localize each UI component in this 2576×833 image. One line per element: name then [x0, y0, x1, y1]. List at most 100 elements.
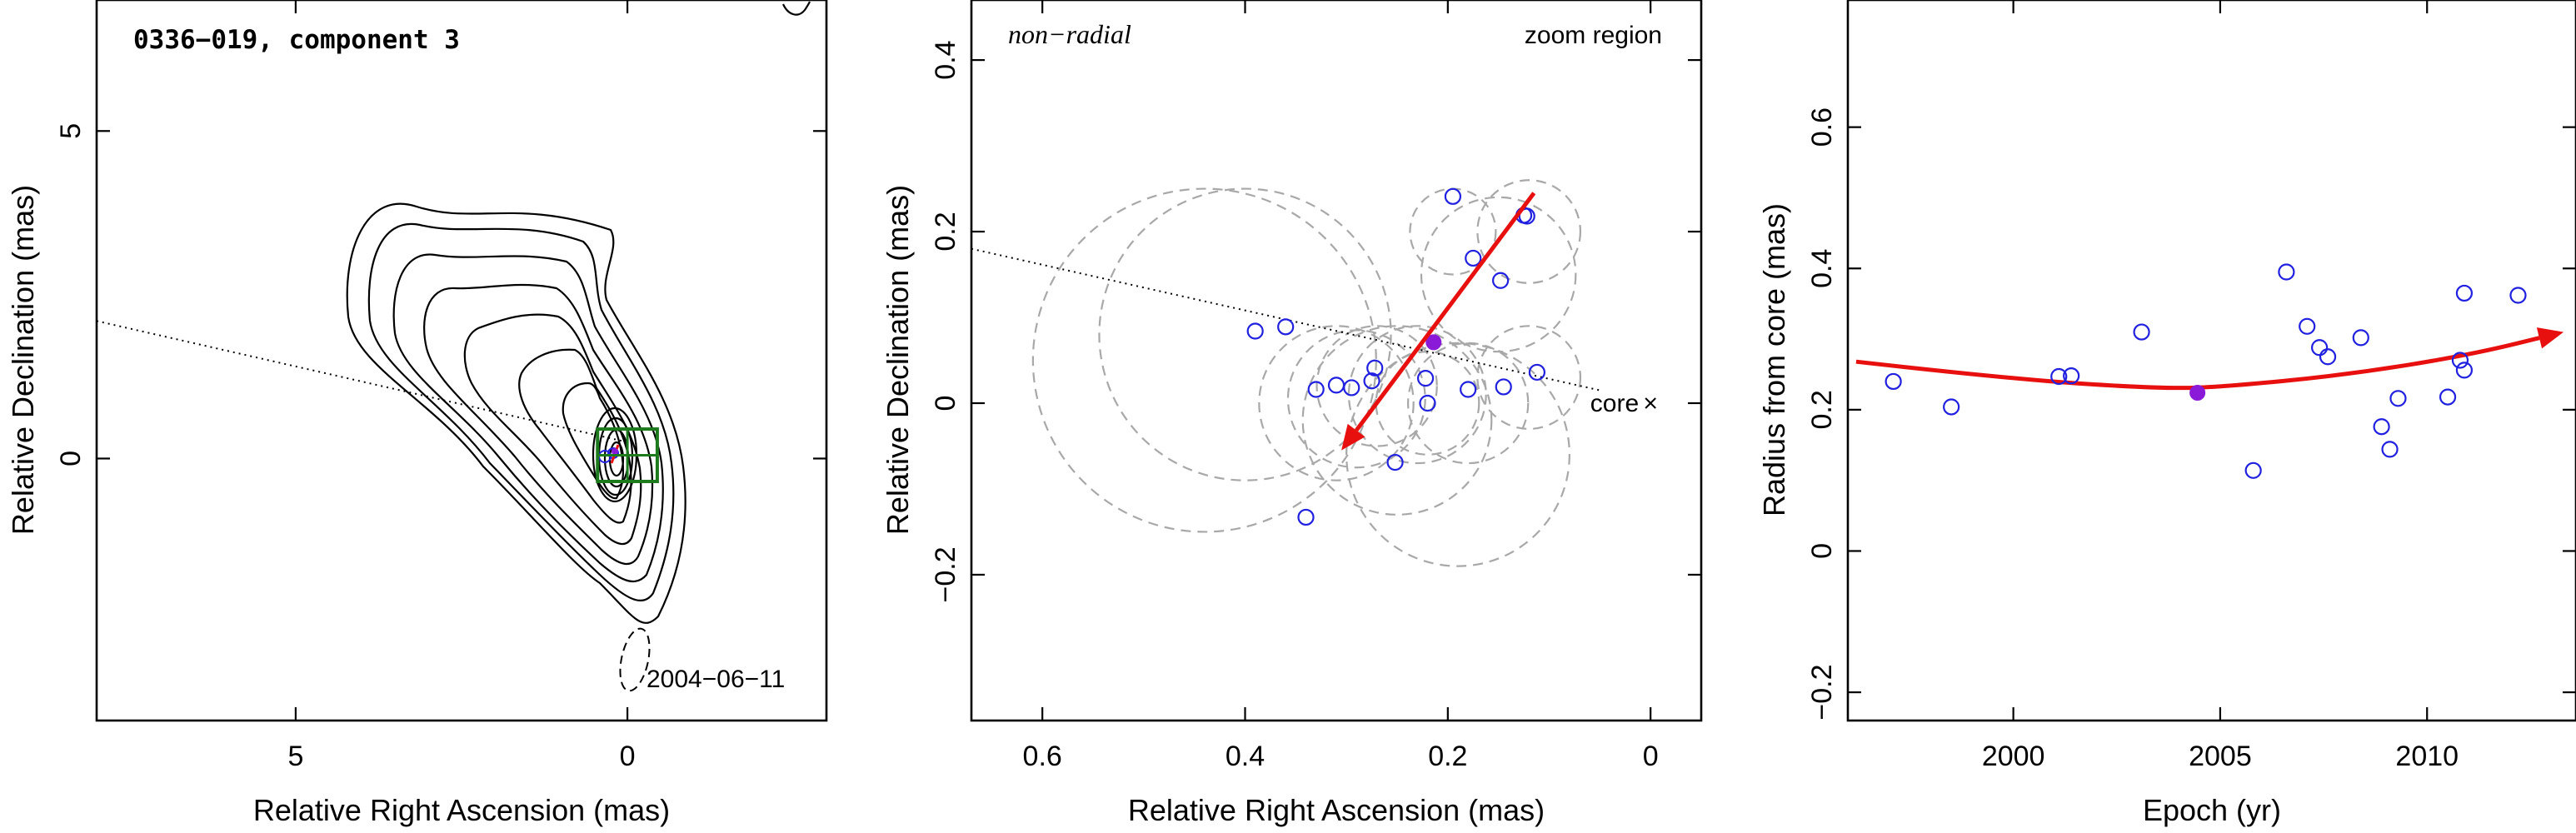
data-point	[2063, 367, 2080, 385]
contour-level-3	[392, 253, 664, 583]
data-point	[2381, 441, 2399, 458]
panel-2-uncertainty-circles	[1031, 179, 1582, 567]
vector-shaft	[1355, 192, 1536, 432]
uncertainty-circle	[1098, 187, 1392, 481]
data-point	[1307, 381, 1325, 398]
panel-2-zoom-scatter: core 0.6 0.4 0.2 0 0.4 0.2 0 −0.2 non−radial zo…	[881, 0, 1703, 827]
data-point	[1246, 322, 1264, 340]
data-point	[2373, 418, 2390, 436]
edge-contour-fragment	[782, 1, 811, 16]
data-point	[1495, 378, 1512, 396]
y-tick-label: −0.2	[1806, 665, 1838, 721]
data-point	[1343, 379, 1360, 397]
data-point	[2299, 317, 2316, 335]
core-label: core	[1590, 390, 1639, 417]
data-point	[2278, 263, 2295, 281]
panel-2-x-axis-label: Relative Right Ascension (mas)	[1128, 793, 1545, 827]
data-point	[1465, 249, 1482, 267]
x-tick-label: 2010	[2395, 741, 2459, 772]
data-point	[1491, 272, 1510, 289]
data-point	[1327, 377, 1345, 394]
panel-1-contour-map: 5 0 5 0 0336−019, component 3 2004−06−11 Re…	[6, 0, 828, 827]
panel-2-y-axis-label: Relative Declination (mas)	[881, 185, 915, 535]
x-tick-label: 0.4	[1226, 741, 1265, 772]
panel-3-y-axis-label: Radius from core (mas)	[1757, 203, 1791, 516]
data-point	[1366, 359, 1384, 377]
contour-level-2	[367, 222, 675, 601]
x-tick-label: 0	[1643, 741, 1659, 772]
panel-1-title: 0336−019, component 3	[133, 25, 460, 55]
x-tick-label: 0.6	[1023, 741, 1062, 772]
motion-vector-arrow	[1341, 192, 1536, 451]
panel-1-axes: 5 0 5 0	[55, 0, 826, 772]
panel-1-y-axis-label: Relative Declination (mas)	[6, 185, 40, 535]
panel-1-contours	[346, 1, 811, 624]
panel-2-frame	[970, 0, 1703, 722]
panel-3-axes: 2000 2005 2010 −0.2 0 0.2 0.4 0.6	[1806, 0, 2576, 772]
uncertainty-circle	[1476, 325, 1582, 430]
vector-head	[1341, 423, 1365, 451]
y-tick-label: 0	[930, 396, 961, 412]
fit-curve	[1855, 336, 2540, 391]
data-point	[1943, 398, 1960, 416]
data-point	[2133, 323, 2150, 341]
data-point	[2319, 348, 2337, 366]
data-point	[2451, 352, 2469, 369]
core-cross	[1645, 397, 1656, 409]
panel-3-x-axis-label: Epoch (yr)	[2143, 793, 2281, 827]
uncertainty-circle	[1347, 325, 1487, 465]
data-point	[1528, 363, 1546, 382]
panel-2-axes: 0.6 0.4 0.2 0 0.4 0.2 0 −0.2	[930, 0, 1701, 772]
uncertainty-circle	[1406, 342, 1530, 465]
reference-point	[2189, 385, 2206, 402]
uncertainty-circle	[1301, 325, 1493, 516]
data-point	[2352, 329, 2369, 347]
uncertainty-circle	[1258, 325, 1415, 481]
contour-level-7	[562, 382, 625, 500]
fit-curve-arrowhead	[2536, 327, 2564, 349]
y-tick-label: 0.2	[1806, 390, 1838, 429]
data-point	[1419, 394, 1436, 412]
y-tick-label: 0.2	[930, 212, 961, 251]
data-point	[2244, 461, 2262, 479]
uncertainty-circle	[1345, 342, 1570, 567]
panel-3-frame	[1846, 0, 2576, 722]
y-tick-label: 0	[1806, 543, 1838, 559]
reference-marker	[612, 448, 618, 455]
uncertainty-circle	[1476, 179, 1582, 284]
data-point	[1885, 372, 1902, 391]
panel-1-frame	[95, 0, 828, 722]
uncertainty-circle	[1286, 329, 1426, 469]
data-point	[1416, 370, 1435, 387]
contour-level-6	[518, 348, 632, 524]
data-point	[2439, 388, 2457, 406]
panel-2-points	[1246, 187, 1546, 526]
panel-1-epoch-label: 2004−06−11	[646, 666, 785, 693]
uncertainty-circle	[1375, 351, 1480, 456]
y-tick-label: 0	[55, 451, 87, 466]
core-markers	[598, 444, 620, 464]
reference-point	[1425, 334, 1442, 351]
x-tick-label: 2000	[1982, 741, 2045, 772]
y-tick-label: 0.4	[1806, 249, 1838, 288]
zoom-region-label: zoom region	[1525, 22, 1662, 49]
data-point	[1297, 508, 1315, 526]
y-tick-label: −0.2	[930, 546, 961, 602]
zoom-region-box	[596, 427, 659, 483]
data-point	[2509, 287, 2527, 304]
data-point	[2389, 390, 2407, 407]
non-radial-label: non−radial	[1008, 19, 1131, 49]
panel-1-x-axis-label: Relative Right Ascension (mas)	[253, 793, 670, 827]
contour-level-4	[423, 283, 654, 565]
beam-ellipse	[619, 627, 651, 692]
panel-3-radius-vs-epoch: 2000 2005 2010 −0.2 0 0.2 0.4 0.6 Epoch (yr) Ra…	[1757, 0, 2576, 827]
data-point	[1386, 453, 1404, 471]
x-tick-label: 2005	[2189, 741, 2252, 772]
panel-3-points	[1885, 263, 2527, 479]
data-point	[2311, 339, 2329, 357]
x-tick-label: 0	[620, 741, 636, 772]
data-point	[2455, 284, 2474, 302]
contour-level-5	[463, 313, 642, 546]
x-tick-label: 0.2	[1428, 741, 1467, 772]
